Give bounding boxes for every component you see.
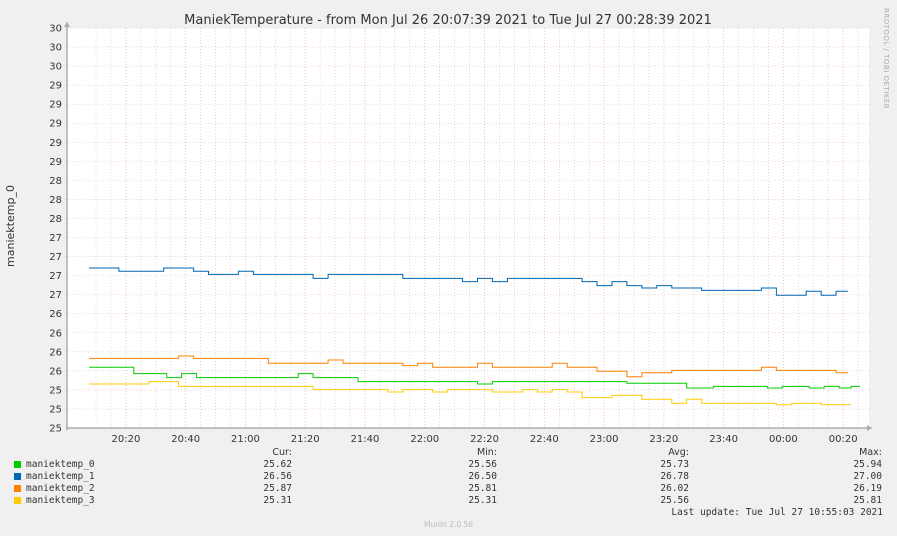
legend-cur-value: 25.31	[263, 495, 292, 506]
legend-header-min: Min:	[476, 447, 497, 458]
y-tick-label: 25	[49, 385, 62, 396]
legend-cur-value: 25.62	[263, 459, 292, 470]
y-tick-label: 26	[49, 309, 62, 320]
y-axis-arrow-icon	[64, 22, 70, 27]
y-tick-label: 29	[49, 81, 62, 92]
chart-title: ManiekTemperature - from Mon Jul 26 20:0…	[184, 13, 712, 28]
legend: Cur: Min: Avg: Max: maniektemp_0 25.62 2…	[14, 447, 886, 507]
y-tick-label: 30	[49, 62, 62, 73]
y-tick-label: 26	[49, 366, 62, 377]
x-axis-arrow-icon	[867, 425, 872, 431]
x-tick-label: 23:00	[590, 434, 619, 445]
y-tick-label: 30	[49, 24, 62, 35]
x-tick-label: 22:20	[470, 434, 499, 445]
legend-min-value: 25.31	[468, 495, 497, 506]
y-tick-label: 29	[49, 119, 62, 130]
x-tick-label: 22:40	[530, 434, 559, 445]
legend-swatch	[14, 461, 21, 468]
x-tick-label: 21:40	[351, 434, 380, 445]
x-tick-label: 00:00	[769, 434, 798, 445]
legend-header-max: Max:	[859, 447, 882, 458]
legend-min-value: 25.56	[468, 459, 497, 470]
legend-header: Cur: Min: Avg: Max:	[14, 447, 886, 459]
legend-row-maniektemp-3: maniektemp_3 25.31 25.31 25.56 25.81	[14, 495, 886, 507]
munin-version: Munin 2.0.56	[423, 520, 474, 529]
plot-area	[67, 28, 869, 428]
legend-avg-value: 26.02	[660, 483, 689, 494]
y-tick-label: 28	[49, 214, 62, 225]
y-tick-label: 29	[49, 138, 62, 149]
x-tick-label: 20:40	[171, 434, 200, 445]
legend-avg-value: 25.56	[660, 495, 689, 506]
y-tick-label: 27	[49, 271, 62, 282]
legend-header-avg: Avg:	[668, 447, 689, 458]
legend-avg-value: 26.78	[660, 471, 689, 482]
y-tick-label: 28	[49, 176, 62, 187]
legend-row-maniektemp-0: maniektemp_0 25.62 25.56 25.73 25.94	[14, 459, 886, 471]
legend-swatch	[14, 497, 21, 504]
legend-swatch	[14, 473, 21, 480]
legend-max-value: 25.81	[853, 495, 882, 506]
legend-max-value: 25.94	[853, 459, 882, 470]
y-tick-label: 26	[49, 328, 62, 339]
x-tick-label: 23:40	[709, 434, 738, 445]
y-tick-label: 30	[49, 43, 62, 54]
grid	[67, 27, 869, 429]
y-tick-label: 25	[49, 424, 62, 435]
legend-header-cur: Cur:	[272, 447, 292, 458]
x-tick-label: 21:20	[291, 434, 320, 445]
x-tick-label: 20:20	[111, 434, 140, 445]
y-tick-label: 26	[49, 347, 62, 358]
legend-series-name: maniektemp_1	[26, 471, 95, 482]
legend-max-value: 27.00	[853, 471, 882, 482]
rrdtool-credit: RRDTOOL / TOBI OETIKER	[882, 8, 890, 109]
x-tick-label: 22:00	[410, 434, 439, 445]
y-tick-label: 29	[49, 157, 62, 168]
series-line-maniektemp_1	[89, 267, 849, 296]
legend-series-name: maniektemp_3	[26, 495, 95, 506]
series-line-maniektemp_2	[89, 355, 849, 378]
y-tick-label: 29	[49, 100, 62, 111]
y-tick-label: 28	[49, 195, 62, 206]
y-tick-label: 27	[49, 290, 62, 301]
y-tick-label: 27	[49, 233, 62, 244]
series-line-maniektemp_0	[89, 366, 860, 389]
legend-cur-value: 26.56	[263, 471, 292, 482]
legend-series-name: maniektemp_0	[26, 459, 95, 470]
y-axis-label: maniektemp_0	[4, 185, 17, 267]
legend-cur-value: 25.87	[263, 483, 292, 494]
legend-swatch	[14, 485, 21, 492]
x-tick-label: 00:20	[829, 434, 858, 445]
legend-series-name: maniektemp_2	[26, 483, 95, 494]
x-tick-label: 21:00	[231, 434, 260, 445]
legend-avg-value: 25.73	[660, 459, 689, 470]
legend-row-maniektemp-2: maniektemp_2 25.87 25.81 26.02 26.19	[14, 483, 886, 495]
series-lines	[89, 267, 860, 406]
series-line-maniektemp_3	[89, 381, 852, 406]
legend-max-value: 26.19	[853, 483, 882, 494]
x-axis-ticks: 20:20 20:40 21:00 21:20 21:40 22:00 22:20 22:40…	[111, 434, 857, 445]
legend-row-maniektemp-1: maniektemp_1 26.56 26.50 26.78 27.00	[14, 471, 886, 483]
y-axis-ticks: 30 30 30 29 29 29 29 29 28 28 28 27 27 27 27 26 26 26 26 25…	[49, 24, 62, 435]
y-tick-label: 25	[49, 404, 62, 415]
axes	[64, 22, 872, 431]
x-tick-label: 23:20	[649, 434, 678, 445]
y-tick-label: 27	[49, 252, 62, 263]
legend-min-value: 25.81	[468, 483, 497, 494]
last-update: Last update: Tue Jul 27 10:55:03 2021	[671, 507, 883, 518]
legend-min-value: 26.50	[468, 471, 497, 482]
